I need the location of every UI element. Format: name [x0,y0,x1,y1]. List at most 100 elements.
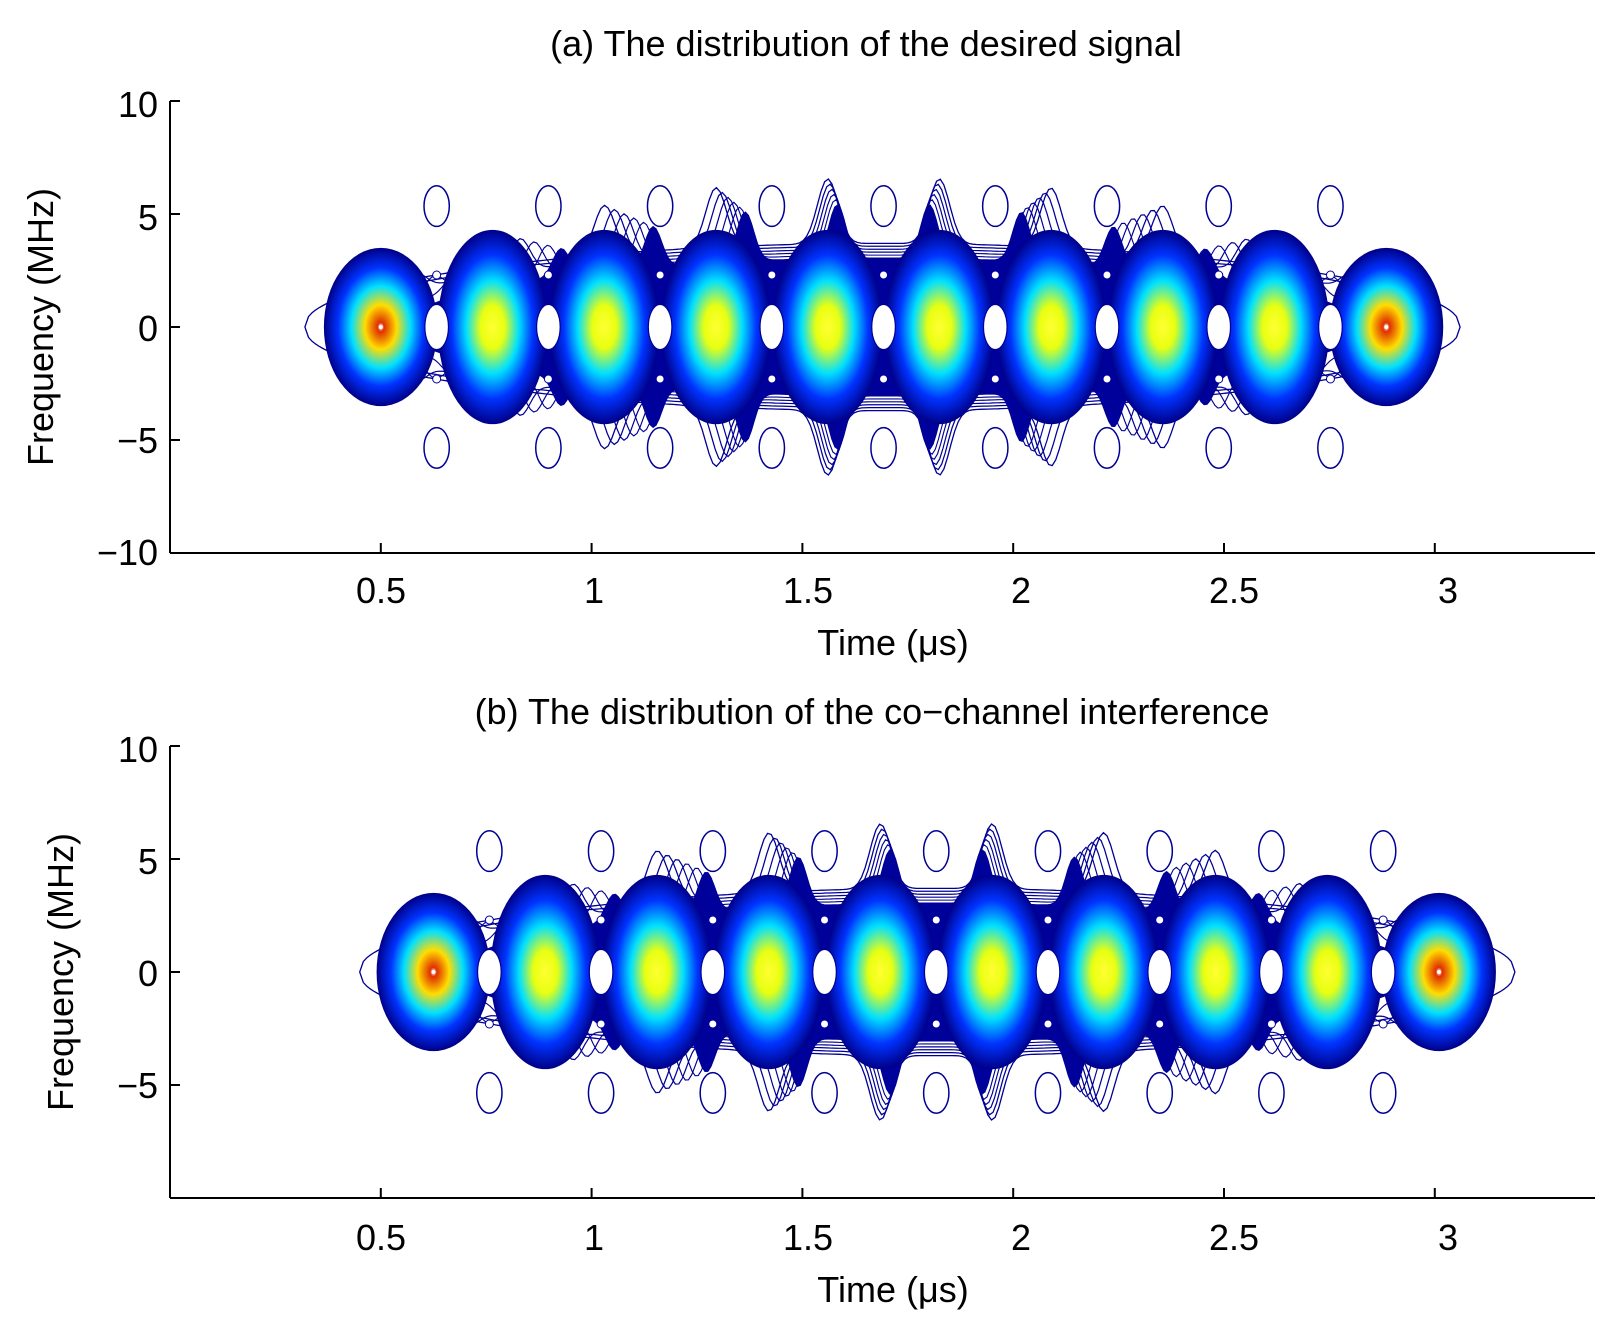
contour-node [879,270,889,280]
contour-island [1146,1071,1174,1115]
contour-node [1102,270,1112,280]
contour-hole [647,303,673,351]
contour-hole [923,948,949,996]
plot-area-b [359,823,1516,1121]
contour-hole [535,303,561,351]
contour-node [708,915,718,925]
contour-peak [713,874,824,1070]
contour-island [534,185,562,228]
peak-center [1437,970,1442,974]
contour-node [432,270,442,280]
contour-hole [982,303,1008,351]
contour-hole [1318,303,1343,351]
contour-island [1317,426,1344,470]
contour-island [1258,830,1285,873]
x-tick-label: 3 [1438,570,1458,611]
contour-node [990,270,1000,280]
contour-peak [1160,874,1271,1070]
contour-node [767,374,777,384]
contour-node [1214,374,1224,384]
chart-title-a: (a) The distribution of the desired sign… [550,23,1182,64]
contour-island [423,426,451,470]
contour-peak [490,874,601,1070]
x-tick-label: 1.5 [783,570,833,611]
y-tick-label: 0 [138,308,158,349]
contour-hole [424,303,450,351]
x-tick-label: 0.5 [356,1217,406,1258]
contour-island [811,1071,838,1115]
contour-hole [759,303,785,351]
y-axis-label-b: Frequency (MHz) [40,833,81,1111]
x-tick-label: 2 [1011,1217,1031,1258]
x-tick-label: 1.5 [783,1217,833,1258]
contour-island [1369,1071,1397,1115]
contour-island [1317,185,1344,228]
contour-island [423,185,451,228]
contour-node [543,374,553,384]
contour-island [811,830,838,873]
contour-peak [772,229,883,425]
x-tick-label: 2 [1011,570,1031,611]
contour-node [1214,270,1224,280]
contour-island [758,426,786,470]
contour-hole [1035,948,1061,996]
contour-node [767,270,777,280]
ticks-b [170,745,1436,1198]
contour-hole [1206,303,1232,351]
contour-node [1378,1019,1388,1029]
peak-center [1384,325,1389,329]
contour-island [1258,1071,1285,1115]
contour-node [1155,915,1165,925]
contour-node [1378,915,1388,925]
contour-island [981,426,1009,470]
contour-peak [1219,229,1330,425]
panel-b: (b) The distribution of the co−channel i… [40,691,1595,1310]
y-axis-label-a: Frequency (MHz) [20,188,61,466]
contour-island [534,426,562,470]
x-tick-label: 3 [1438,1217,1458,1258]
contour-hole [1094,303,1120,351]
contour-hole [812,948,837,996]
x-axis-label-b: Time (μs) [817,1269,968,1310]
contour-peak [1272,874,1383,1070]
contour-peak [661,229,771,425]
contour-node [1102,374,1112,384]
contour-hole [588,948,614,996]
y-tick-label: −10 [97,532,158,573]
contour-node [1325,270,1335,280]
contour-island [646,185,674,228]
contour-hole [1370,948,1396,996]
contour-hole [476,948,502,996]
contour-island [475,1071,503,1115]
contour-hole [1147,948,1173,996]
contour-island [870,185,897,228]
x-axis-label-a: Time (μs) [817,622,968,663]
contour-node [596,1019,606,1029]
peak-center [431,970,436,974]
chart-title-b: (b) The distribution of the co−channel i… [475,691,1270,732]
contour-island [922,830,950,873]
contour-node [1155,1019,1165,1029]
contour-island [1205,426,1233,470]
y-tick-label: −5 [117,1065,158,1106]
contour-peak [437,229,548,425]
contour-island [981,185,1009,228]
contour-node [1325,374,1335,384]
contour-node [820,915,830,925]
contour-island [1093,426,1121,470]
contour-island [1369,830,1397,873]
y-tick-label: 10 [118,84,158,125]
contour-node [1043,1019,1053,1029]
x-tick-label: 0.5 [356,570,406,611]
peak-center [378,325,383,329]
x-tick-label: 1 [584,570,604,611]
contour-island [646,426,674,470]
contour-peak [996,229,1106,425]
x-tick-label: 2.5 [1209,570,1259,611]
contour-node [655,374,665,384]
contour-island [475,830,503,873]
contour-node [432,374,442,384]
contour-island [699,830,727,873]
contour-peak [602,874,712,1070]
